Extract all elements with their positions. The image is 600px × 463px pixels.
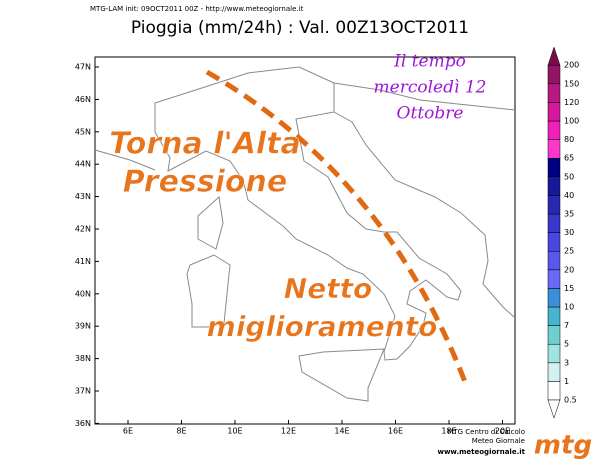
colorbar-swatch [547,325,561,345]
annotations: Il tempo mercoledì 12 Ottobre Torna l'Al… [109,52,487,344]
headline: Torna l'Alta [109,127,301,162]
lat-label: 44N [75,160,91,169]
lat-label: 38N [75,354,91,363]
date-line: mercoledì 12 [374,78,487,98]
colorbar-swatch [547,213,561,233]
lat-label: 40N [75,289,91,298]
colorbar-swatch [547,381,561,401]
colorbar-label: 7 [564,321,569,330]
footer-line: www.meteogiornale.it [438,448,526,456]
lat-label: 37N [75,387,91,396]
date-line: Ottobre [397,104,464,124]
trend-curve [205,69,468,383]
colorbar-label: 120 [564,98,579,107]
colorbar-swatch [547,176,561,196]
coastlines [94,66,516,402]
headline: Netto [284,272,372,305]
colorbar-label: 80 [564,135,574,144]
lon-label: 16E [388,427,403,436]
colorbar-label: 5 [564,340,569,349]
colorbar-label: 20 [564,265,574,274]
colorbar-label: 25 [564,247,574,256]
colorbar-swatch [547,250,561,271]
lat-label: 39N [75,322,91,331]
colorbar-swatch [547,232,561,252]
colorbar-swatch [547,343,561,364]
colorbar-swatch [547,306,561,326]
lon-label: 12E [281,427,296,436]
map-title: Pioggia (mm/24h) : Val. 00Z13OCT2011 [131,18,469,38]
colorbar-label: 150 [564,79,579,88]
colorbar-top [547,46,561,66]
lat-label: 42N [75,225,91,234]
lon-label: 20E [495,427,510,436]
colorbar-label: 15 [564,284,574,293]
lon-label: 18E [441,427,456,436]
lat-label: 36N [75,419,91,428]
colorbar-swatch [547,139,561,159]
lat-label: 46N [75,95,91,104]
colorbar-label: 40 [564,191,574,200]
colorbar-label: 50 [564,172,574,181]
colorbar-label: 65 [564,154,574,163]
init-label: MTG-LAM init: 09OCT2011 00Z - http://www… [90,5,304,13]
lat-label: 41N [75,257,91,266]
colorbar-bottom [547,399,561,419]
footer-line: MTG Centro di Calcolo [447,428,525,436]
colorbar-label: 10 [564,303,574,312]
lat-label: 45N [75,127,91,136]
lon-label: 10E [227,427,242,436]
date-line: Il tempo [393,52,466,72]
colorbar-swatch [547,102,561,122]
headline: miglioramento [207,310,438,343]
colorbar-swatch [547,362,561,382]
headline: Pressione [123,165,288,200]
colorbar-label: 35 [564,210,574,219]
colorbar-swatch [547,120,561,140]
lon-label: 6E [123,427,133,436]
colorbar-swatch [547,269,561,289]
colorbar-swatch [547,195,561,215]
colorbar-label: 0.5 [564,396,577,405]
colorbar-swatch [547,64,561,85]
lon-label: 8E [176,427,186,436]
footer-line: Meteo Giornale [472,437,525,445]
colorbar-swatch [547,83,561,103]
colorbar-swatch [547,288,561,308]
map-frame [94,56,516,425]
logo: mtg [534,431,592,461]
lon-label: 14E [334,427,349,436]
colorbar-swatch [547,157,561,178]
colorbar-label: 3 [564,358,569,367]
colorbar-label: 30 [564,228,574,237]
colorbar-label: 100 [564,117,579,126]
lat-label: 43N [75,192,91,201]
colorbar-label: 1 [564,377,569,386]
colorbar-label: 200 [564,61,579,70]
lat-label: 47N [75,63,91,72]
